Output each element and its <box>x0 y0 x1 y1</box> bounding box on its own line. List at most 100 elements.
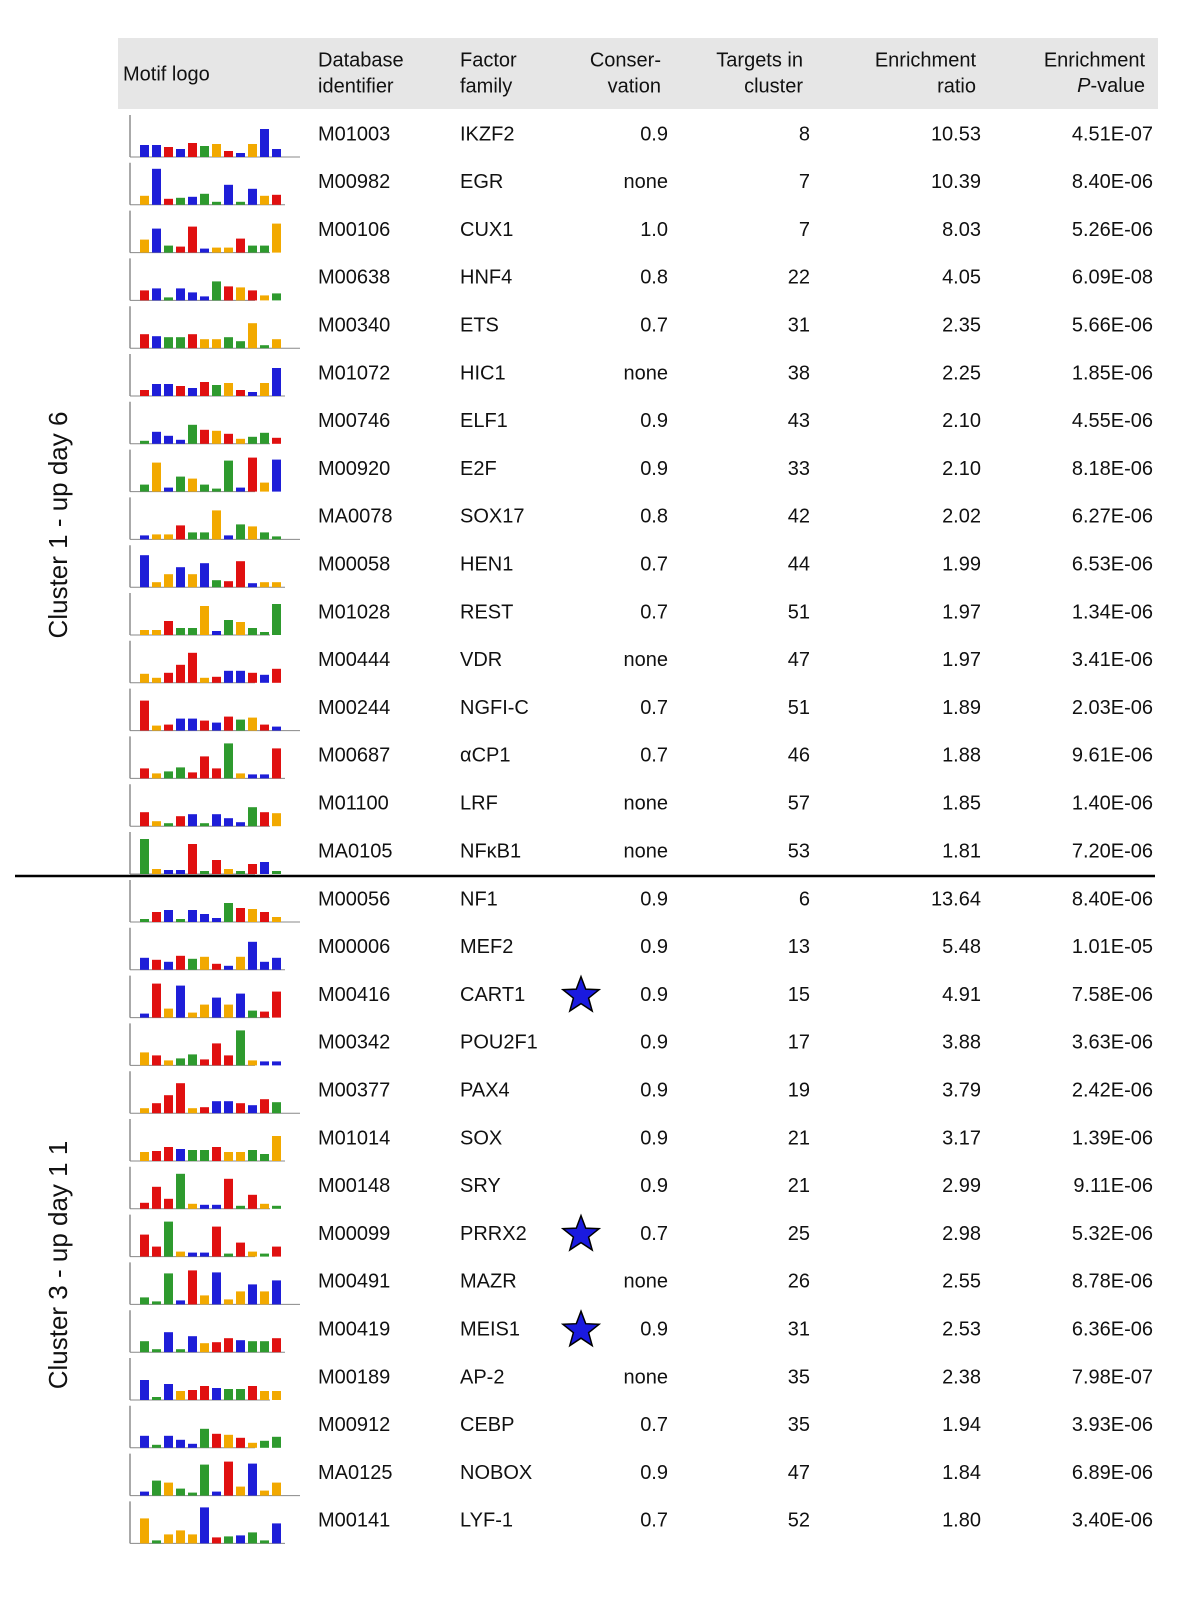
logo-letter <box>248 144 257 157</box>
cell-text: none <box>624 649 669 671</box>
logo-letter <box>272 1061 281 1066</box>
logo-letter <box>140 1013 149 1018</box>
logo-letter <box>176 246 185 253</box>
cell-text: HNF4 <box>460 267 512 289</box>
logo-letter <box>224 1004 233 1018</box>
logo-letter <box>236 438 245 444</box>
logo-letter <box>272 871 281 874</box>
cell-text: M00491 <box>318 1271 390 1293</box>
cell-text: 44 <box>788 553 810 575</box>
logo-letter <box>212 1226 221 1257</box>
logo-letter <box>200 606 209 635</box>
cell-text: 1.99 <box>942 553 981 575</box>
logo-letter <box>176 288 185 301</box>
cell-text: 5.26E-06 <box>1072 219 1153 241</box>
logo-letter <box>224 1434 233 1448</box>
cell-text: 2.98 <box>942 1223 981 1245</box>
header-text: vation <box>608 75 661 97</box>
logo-letter <box>140 440 149 444</box>
logo-letter <box>176 386 185 396</box>
cell-text: MEIS1 <box>460 1318 520 1340</box>
logo-letter <box>200 1150 209 1161</box>
cell-text: NGFI-C <box>460 697 529 719</box>
logo-letter <box>212 510 221 540</box>
logo-letter <box>212 580 221 588</box>
cell-text: CART1 <box>460 984 525 1006</box>
cell-text: none <box>624 792 669 814</box>
logo-letter <box>260 295 269 301</box>
logo-letter <box>176 1349 185 1353</box>
cell-text: 2.03E-06 <box>1072 697 1153 719</box>
logo-letter <box>176 816 185 827</box>
logo-letter <box>236 1152 245 1161</box>
logo-letter <box>152 1349 161 1353</box>
logo-letter <box>236 1340 245 1353</box>
logo-letter <box>272 604 281 635</box>
cell-text: MEF2 <box>460 936 513 958</box>
logo-letter <box>236 993 245 1018</box>
cell-text: 2.53 <box>942 1318 981 1340</box>
logo-letter <box>200 956 209 970</box>
cell-text: M00377 <box>318 1079 390 1101</box>
logo-letter <box>212 963 221 970</box>
logo-letter <box>272 536 281 540</box>
logo-letter <box>224 184 233 205</box>
cell-text: VDR <box>460 649 502 671</box>
logo-letter <box>224 1338 233 1353</box>
cell-text: 43 <box>788 410 810 432</box>
cell-text: 8.40E-06 <box>1072 888 1153 910</box>
cell-text: 0.9 <box>640 123 668 145</box>
cell-text: M00148 <box>318 1175 390 1197</box>
logo-letter <box>272 1338 281 1353</box>
cell-text: none <box>624 362 669 384</box>
logo-letter <box>152 1540 161 1544</box>
logo-letter <box>140 334 149 349</box>
cell-text: 0.7 <box>640 745 668 767</box>
logo-letter <box>200 823 209 827</box>
logo-letter <box>248 1060 257 1066</box>
logo-letter <box>200 296 209 301</box>
logo-letter <box>152 1103 161 1114</box>
header-suffix: -value <box>1091 75 1145 97</box>
logo-letter <box>260 674 269 683</box>
header-text: Enrichment <box>1044 49 1146 71</box>
cell-text: 7 <box>799 219 810 241</box>
cell-text: 0.9 <box>640 410 668 432</box>
cell-text: 52 <box>788 1510 810 1532</box>
logo-letter <box>272 1205 281 1209</box>
cell-text: M00638 <box>318 267 390 289</box>
logo-letter <box>152 1055 161 1066</box>
logo-letter <box>152 1186 161 1209</box>
logo-letter <box>212 1272 221 1305</box>
logo-letter <box>260 1540 269 1544</box>
logo-letter <box>248 1284 257 1305</box>
cell-text: EGR <box>460 171 503 193</box>
logo-letter <box>260 582 269 588</box>
logo-letter <box>200 1059 209 1066</box>
cell-text: M00099 <box>318 1223 390 1245</box>
logo-letter <box>188 628 197 635</box>
cell-text: 0.9 <box>640 458 668 480</box>
star-icon <box>560 1213 602 1252</box>
header-text: Enrichment <box>875 49 977 71</box>
logo-letter <box>164 1273 173 1305</box>
cell-text: 2.35 <box>942 314 981 336</box>
logo-letter <box>260 912 269 922</box>
logo-letter <box>248 1442 257 1448</box>
logo-letter <box>224 869 233 874</box>
cell-text: 4.05 <box>942 267 981 289</box>
logo-letter <box>140 768 149 779</box>
logo-letter <box>176 919 185 922</box>
logo-letter <box>224 337 233 349</box>
cell-text: 2.55 <box>942 1271 981 1293</box>
logo-letter <box>224 286 233 301</box>
logo-letter <box>164 870 173 874</box>
logo-letter <box>200 1386 209 1400</box>
logo-letter <box>176 1300 185 1305</box>
logo-letter <box>272 1280 281 1305</box>
logo-letter <box>224 965 233 970</box>
logo-letter <box>188 1054 197 1066</box>
logo-letter <box>164 534 173 540</box>
cell-text: NF1 <box>460 888 498 910</box>
logo-letter <box>140 919 149 922</box>
